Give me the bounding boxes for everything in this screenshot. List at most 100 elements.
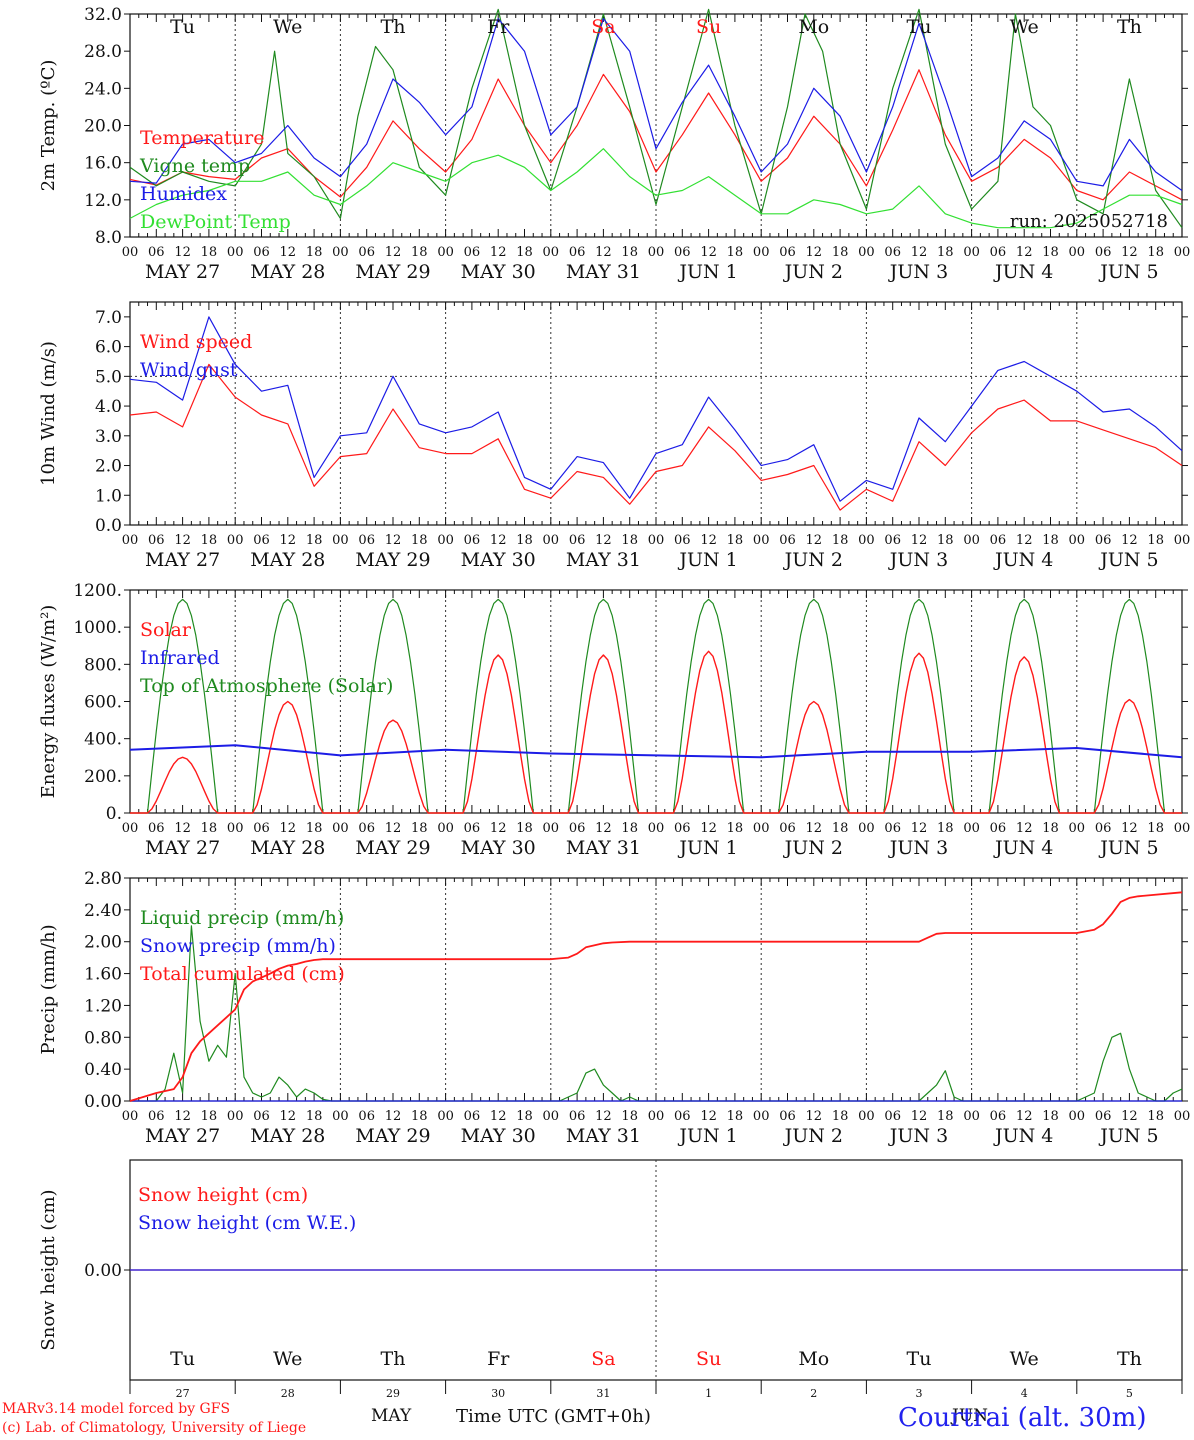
hour-label: 18 xyxy=(937,245,954,260)
hour-label: 12 xyxy=(595,821,612,836)
hour-label: 12 xyxy=(700,821,717,836)
y-tick-label: 600. xyxy=(84,693,122,713)
hour-label: 06 xyxy=(569,821,586,836)
hour-label: 06 xyxy=(569,1109,586,1124)
y-axis-title: 2m Temp. (ºC) xyxy=(38,60,59,192)
weekday-label-bottom: Tu xyxy=(170,1348,195,1370)
hour-label: 00 xyxy=(753,533,770,548)
hour-label: 18 xyxy=(727,245,744,260)
date-label: JUN 2 xyxy=(783,549,843,571)
hour-label: 12 xyxy=(806,821,823,836)
day-number-label: 31 xyxy=(596,1387,610,1400)
hour-label: 18 xyxy=(1147,821,1164,836)
date-label: MAY 30 xyxy=(461,837,536,859)
hour-label: 18 xyxy=(1147,245,1164,260)
series-3-2 xyxy=(129,891,1183,1102)
y-tick-label: 2.00 xyxy=(84,933,122,953)
weekday-label-bottom: Mo xyxy=(798,1348,829,1370)
series-0-1 xyxy=(129,8,1183,229)
hour-label-final: 00 xyxy=(1174,533,1191,548)
hour-label: 00 xyxy=(753,245,770,260)
hour-label: 00 xyxy=(332,533,349,548)
date-label: JUN 3 xyxy=(888,837,948,859)
hour-label: 12 xyxy=(490,245,507,260)
date-label: MAY 31 xyxy=(566,837,641,859)
x-axis-title: Time UTC (GMT+0h) xyxy=(456,1406,651,1427)
date-label: MAY 29 xyxy=(355,837,430,859)
hour-label: 06 xyxy=(990,1109,1007,1124)
legend-entry: Total cumulated (cm) xyxy=(140,963,345,985)
date-label: JUN 1 xyxy=(677,1125,737,1147)
hour-label: 18 xyxy=(727,1109,744,1124)
hour-label: 06 xyxy=(884,245,901,260)
legend-entry: Snow height (cm W.E.) xyxy=(138,1212,356,1234)
date-label: MAY 28 xyxy=(250,549,325,571)
hour-label: 00 xyxy=(963,821,980,836)
hour-label: 06 xyxy=(253,245,270,260)
hour-label: 06 xyxy=(358,1109,375,1124)
hour-label: 06 xyxy=(779,245,796,260)
series-1-0 xyxy=(129,363,1183,511)
hour-label: 06 xyxy=(779,1109,796,1124)
date-label: MAY 29 xyxy=(355,1125,430,1147)
hour-label: 00 xyxy=(648,1109,665,1124)
hour-label: 00 xyxy=(543,245,560,260)
hour-label: 12 xyxy=(174,821,191,836)
hour-label: 18 xyxy=(516,821,533,836)
date-label: JUN 5 xyxy=(1098,261,1158,283)
hour-label: 00 xyxy=(858,533,875,548)
hour-label: 18 xyxy=(621,1109,638,1124)
hour-label: 06 xyxy=(358,533,375,548)
date-label: MAY 27 xyxy=(145,261,220,283)
hour-label: 12 xyxy=(700,1109,717,1124)
hour-label: 18 xyxy=(1147,1109,1164,1124)
hour-label: 06 xyxy=(569,245,586,260)
date-label: JUN 4 xyxy=(993,1125,1053,1147)
hour-label: 18 xyxy=(832,245,849,260)
date-label: MAY 31 xyxy=(566,261,641,283)
hour-label-final: 00 xyxy=(1174,821,1191,836)
hour-label: 18 xyxy=(937,1109,954,1124)
hour-label: 18 xyxy=(727,533,744,548)
hour-label-final: 00 xyxy=(1174,245,1191,260)
hour-label: 06 xyxy=(253,821,270,836)
hour-label: 12 xyxy=(385,821,402,836)
hour-label: 12 xyxy=(490,1109,507,1124)
date-label: MAY 30 xyxy=(461,1125,536,1147)
hour-label: 00 xyxy=(963,245,980,260)
hour-label: 00 xyxy=(227,533,244,548)
legend-entry: Top of Atmosphere (Solar) xyxy=(140,675,393,697)
hour-label: 18 xyxy=(201,1109,218,1124)
legend-entry: Vigne temp xyxy=(139,155,250,177)
hour-label: 06 xyxy=(253,1109,270,1124)
series-0-0 xyxy=(129,69,1183,201)
y-tick-label: 1.20 xyxy=(84,996,122,1016)
y-tick-label: 2.80 xyxy=(84,869,122,889)
hour-label: 06 xyxy=(148,533,165,548)
hour-label: 18 xyxy=(201,533,218,548)
hour-label: 12 xyxy=(174,245,191,260)
y-tick-label: 2.0 xyxy=(95,457,122,477)
hour-label: 00 xyxy=(648,821,665,836)
hour-label-final: 00 xyxy=(1174,1109,1191,1124)
hour-label: 12 xyxy=(806,245,823,260)
hour-label: 12 xyxy=(911,245,928,260)
day-number-label: 4 xyxy=(1021,1387,1028,1400)
hour-label: 12 xyxy=(700,533,717,548)
hour-label: 12 xyxy=(806,533,823,548)
hour-label: 00 xyxy=(1069,821,1086,836)
hour-label: 12 xyxy=(385,533,402,548)
day-number-label: 29 xyxy=(386,1387,400,1400)
hour-label: 06 xyxy=(464,821,481,836)
hour-label: 06 xyxy=(884,1109,901,1124)
date-label: JUN 1 xyxy=(677,549,737,571)
series-1-1 xyxy=(129,316,1183,502)
hour-label: 06 xyxy=(990,533,1007,548)
y-tick-label: 8.0 xyxy=(95,228,122,248)
y-tick-label: 0. xyxy=(106,804,122,824)
weekday-label-bottom: We xyxy=(273,1348,302,1370)
legend-entry: Humidex xyxy=(140,183,227,205)
y-tick-label: 28.0 xyxy=(84,42,122,62)
hour-label: 00 xyxy=(963,533,980,548)
hour-label: 00 xyxy=(543,1109,560,1124)
